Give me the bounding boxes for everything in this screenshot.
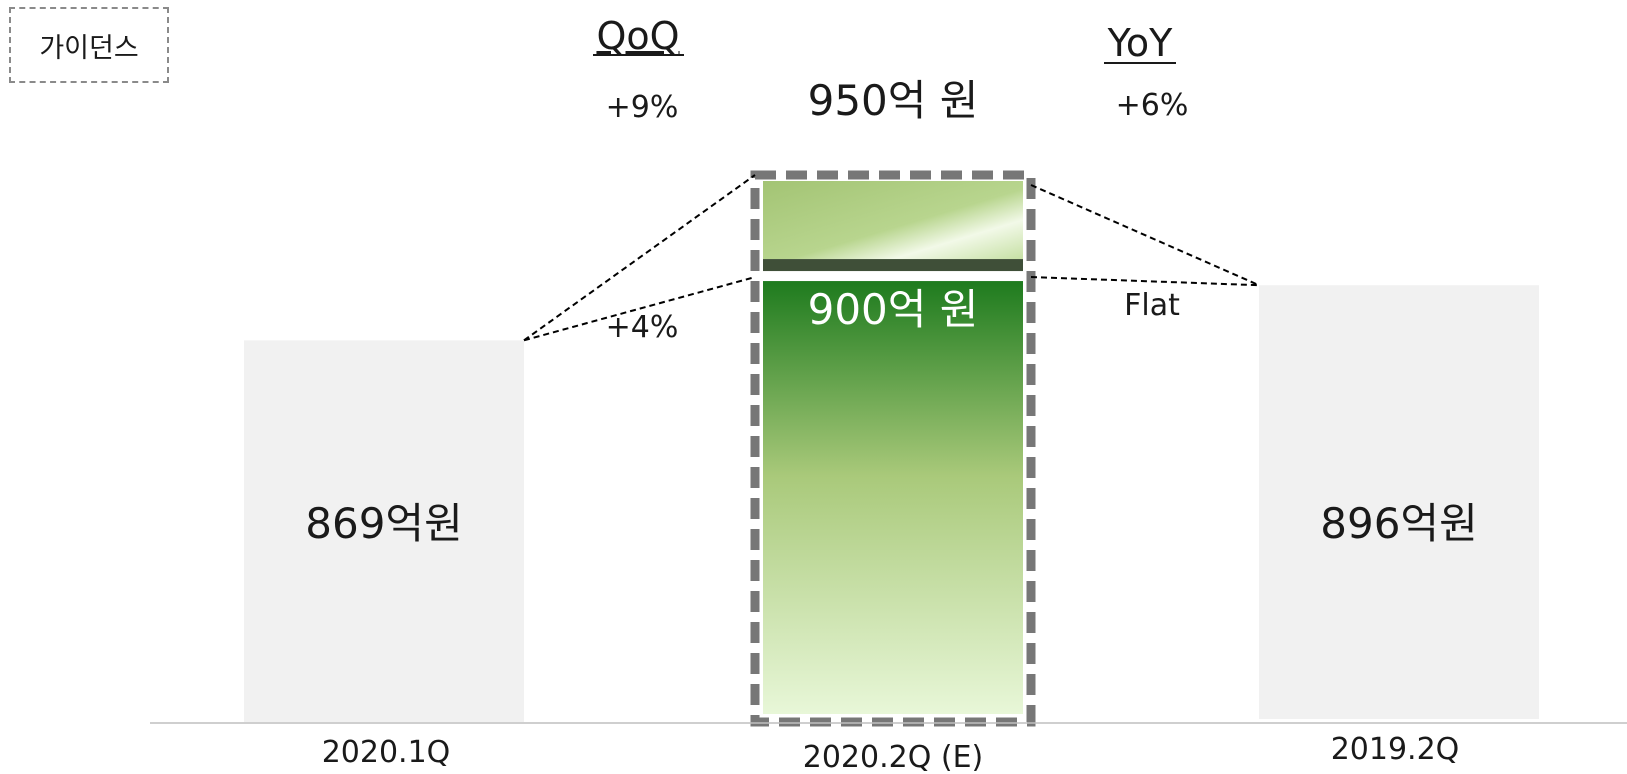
value-label-2019-2q: 896억원 (1320, 499, 1477, 548)
value-label-guidance-low: 900억 원 (808, 285, 979, 334)
yoy-header: YoY (1107, 21, 1173, 65)
qoq-low-pct: +4% (606, 310, 679, 345)
category-label-2019-2q: 2019.2Q (1331, 732, 1460, 767)
guidance-dashed-frame (750, 170, 1036, 727)
guidance-bar-low (763, 281, 1023, 714)
guidance-badge: 가이던스 (9, 7, 169, 83)
bar-2020-1q (244, 340, 524, 722)
yoy-low-pct: Flat (1124, 288, 1180, 323)
value-label-2020-1q: 869억원 (305, 499, 462, 548)
bar-2019-2q (1259, 285, 1539, 719)
qoq-header: QoQ (596, 14, 679, 58)
value-label-guidance-high: 950억 원 (808, 76, 979, 125)
yoy-connector-low (1030, 276, 1260, 287)
category-label-2020-2q-e: 2020.2Q (E) (803, 740, 983, 774)
guidance-bar (750, 170, 1036, 727)
qoq-connector-high (523, 174, 756, 342)
category-label-2020-1q: 2020.1Q (322, 735, 451, 770)
qoq-high-pct: +9% (606, 90, 679, 125)
guidance-bar-increment (763, 181, 1023, 260)
yoy-high-pct: +6% (1116, 88, 1189, 123)
yoy-connector-high (1030, 184, 1260, 287)
guidance-increment-shade (763, 259, 1023, 272)
